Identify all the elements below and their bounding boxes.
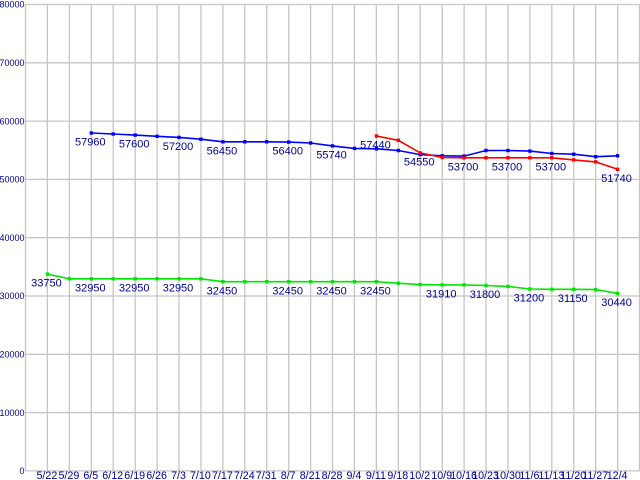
- svg-text:10/9: 10/9: [431, 470, 452, 480]
- svg-text:32950: 32950: [75, 282, 106, 294]
- svg-text:32450: 32450: [272, 285, 303, 297]
- svg-text:11/13: 11/13: [538, 470, 564, 480]
- svg-text:6/5: 6/5: [83, 470, 98, 480]
- svg-text:5/29: 5/29: [58, 470, 79, 480]
- svg-text:7/17: 7/17: [212, 470, 233, 480]
- svg-text:55740: 55740: [316, 150, 347, 162]
- svg-text:60000: 60000: [0, 116, 25, 126]
- svg-text:7/3: 7/3: [171, 470, 186, 480]
- svg-text:10/30: 10/30: [494, 470, 521, 480]
- svg-text:57600: 57600: [119, 139, 150, 151]
- svg-text:8/7: 8/7: [281, 470, 296, 480]
- svg-text:80000: 80000: [0, 0, 25, 10]
- svg-text:10/2: 10/2: [409, 470, 430, 480]
- svg-text:9/11: 9/11: [366, 470, 386, 480]
- svg-text:31800: 31800: [470, 289, 501, 301]
- svg-text:54550: 54550: [404, 157, 435, 169]
- svg-text:6/26: 6/26: [146, 470, 167, 480]
- svg-text:31150: 31150: [558, 293, 588, 305]
- svg-text:9/4: 9/4: [346, 470, 361, 480]
- svg-text:32950: 32950: [119, 282, 150, 294]
- svg-text:32950: 32950: [163, 282, 194, 294]
- svg-text:53700: 53700: [448, 161, 479, 173]
- svg-text:33750: 33750: [31, 278, 62, 290]
- svg-text:31200: 31200: [514, 293, 545, 305]
- svg-text:56450: 56450: [207, 145, 238, 157]
- svg-text:31910: 31910: [426, 289, 457, 301]
- svg-text:11/20: 11/20: [560, 470, 586, 480]
- svg-text:32450: 32450: [360, 285, 391, 297]
- svg-text:32450: 32450: [316, 285, 347, 297]
- svg-text:7/31: 7/31: [256, 470, 277, 480]
- svg-text:9/18: 9/18: [387, 470, 408, 480]
- svg-text:40000: 40000: [0, 233, 25, 243]
- svg-text:11/27: 11/27: [582, 470, 608, 480]
- svg-text:7/24: 7/24: [234, 470, 255, 480]
- svg-text:8/28: 8/28: [322, 470, 343, 480]
- svg-text:6/19: 6/19: [124, 470, 145, 480]
- svg-text:10000: 10000: [0, 408, 25, 418]
- svg-text:5/22: 5/22: [36, 470, 57, 480]
- svg-text:10/16: 10/16: [450, 470, 477, 480]
- svg-text:50000: 50000: [0, 175, 25, 185]
- svg-text:6/12: 6/12: [102, 470, 123, 480]
- svg-text:11/6: 11/6: [519, 470, 539, 480]
- svg-text:8/21: 8/21: [300, 470, 321, 480]
- svg-text:7/10: 7/10: [190, 470, 211, 480]
- svg-text:0: 0: [19, 466, 24, 476]
- svg-text:70000: 70000: [0, 58, 25, 68]
- svg-text:12/4: 12/4: [607, 470, 628, 480]
- svg-text:57440: 57440: [360, 140, 391, 152]
- svg-text:32450: 32450: [207, 285, 238, 297]
- svg-text:30000: 30000: [0, 291, 25, 301]
- svg-text:20000: 20000: [0, 350, 25, 360]
- svg-text:10/23: 10/23: [472, 470, 499, 480]
- svg-text:56400: 56400: [272, 146, 303, 158]
- svg-text:57200: 57200: [163, 141, 194, 153]
- svg-text:57960: 57960: [75, 137, 106, 149]
- svg-text:30440: 30440: [601, 297, 632, 309]
- svg-text:53700: 53700: [492, 161, 523, 173]
- svg-text:53700: 53700: [536, 161, 567, 173]
- svg-text:51740: 51740: [601, 173, 632, 185]
